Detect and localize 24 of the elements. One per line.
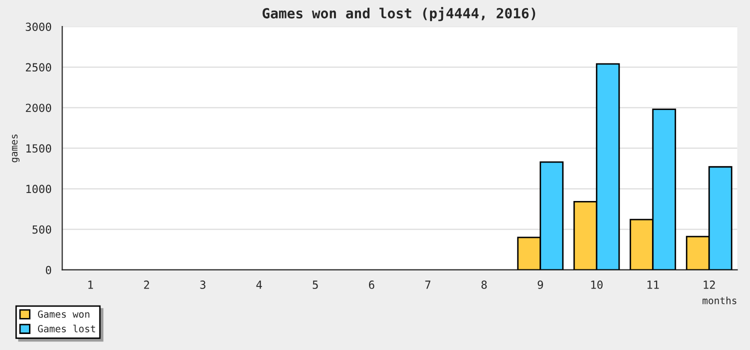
y-tick-label: 0 xyxy=(46,266,52,274)
legend-label: Games won xyxy=(38,310,90,318)
y-tick-label: 1500 xyxy=(26,144,52,153)
y-tick-label: 3000 xyxy=(26,22,52,32)
x-tick-label: 11 xyxy=(648,280,659,289)
y-tick-label: 2000 xyxy=(26,104,52,112)
x-tick-label: 10 xyxy=(591,280,603,289)
x-tick-label: 3 xyxy=(200,280,206,289)
x-tick-label: 12 xyxy=(704,280,715,289)
x-tick-label: 5 xyxy=(312,280,318,289)
x-tick-label: 7 xyxy=(425,280,430,289)
x-tick-label: 6 xyxy=(369,280,374,289)
y-axis-title: games xyxy=(12,134,20,162)
x-axis-title: months xyxy=(702,296,736,304)
y-tick-label: 500 xyxy=(32,225,52,234)
legend-label: Games lost xyxy=(38,324,96,332)
y-tick-label: 1000 xyxy=(26,184,52,194)
x-tick-label: 2 xyxy=(144,280,150,289)
x-tick-label: 9 xyxy=(538,280,543,289)
x-tick-label: 4 xyxy=(256,280,262,289)
x-tick-label: 8 xyxy=(481,280,487,289)
x-tick-label: 1 xyxy=(88,280,93,289)
chart-title: Games won and lost (pj4444, 2016) xyxy=(262,6,536,22)
y-tick-label: 2500 xyxy=(26,63,52,72)
